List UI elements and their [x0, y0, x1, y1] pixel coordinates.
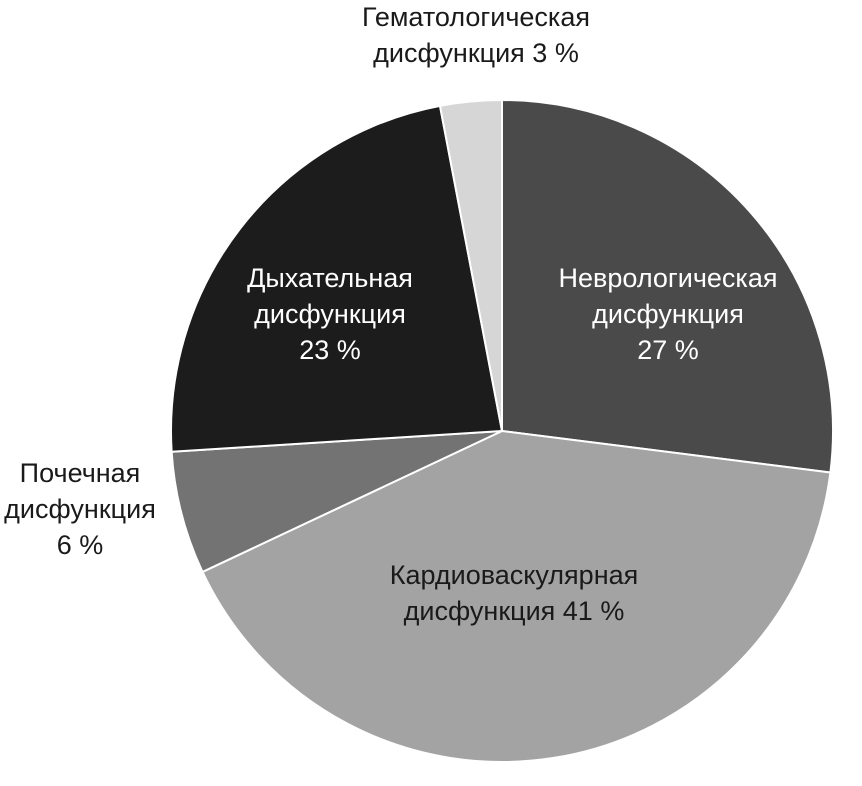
- pie-label-line: дисфункция: [4, 494, 156, 524]
- pie-label-неврологическая: Неврологическая дисфункция 27 %: [559, 263, 778, 365]
- pie-label-line: Кардиоваскулярная: [390, 560, 639, 590]
- pie-labels: Неврологическая дисфункция 27 % Кардиоваску…: [4, 2, 777, 626]
- pie-label-кардиоваскулярная: Кардиоваскулярная дисфункция 41 %: [390, 560, 639, 626]
- pie-slice-дыхательная: [170, 104, 503, 453]
- pie-label-line: дисфункция: [254, 299, 406, 329]
- pie-slice-гематологическая: [438, 99, 503, 432]
- pie-slice-кардиоваскулярная: [201, 430, 832, 764]
- pie-slice-неврологическая: [501, 99, 834, 474]
- pie-label-line: Почечная: [20, 458, 141, 488]
- pie-slices: [170, 99, 834, 764]
- pie-label-line: 23 %: [299, 335, 361, 365]
- pie-label-гематологическая: Гематологическая дисфункция 3 %: [362, 2, 590, 68]
- pie-label-line: Гематологическая: [362, 2, 590, 32]
- pie-label-line: Неврологическая: [559, 263, 778, 293]
- pie-slice-почечная: [170, 430, 503, 573]
- pie-label-почечная: Почечная дисфункция 6 %: [4, 458, 156, 560]
- pie-label-line: дисфункция 3 %: [373, 38, 579, 68]
- pie-label-line: 27 %: [637, 335, 699, 365]
- pie-label-line: Дыхательная: [247, 263, 413, 293]
- pie-label-line: дисфункция: [592, 299, 744, 329]
- pie-label-line: 6 %: [57, 530, 104, 560]
- pie-label-line: дисфункция 41 %: [404, 596, 625, 626]
- pie-label-дыхательная: Дыхательная дисфункция 23 %: [247, 263, 413, 365]
